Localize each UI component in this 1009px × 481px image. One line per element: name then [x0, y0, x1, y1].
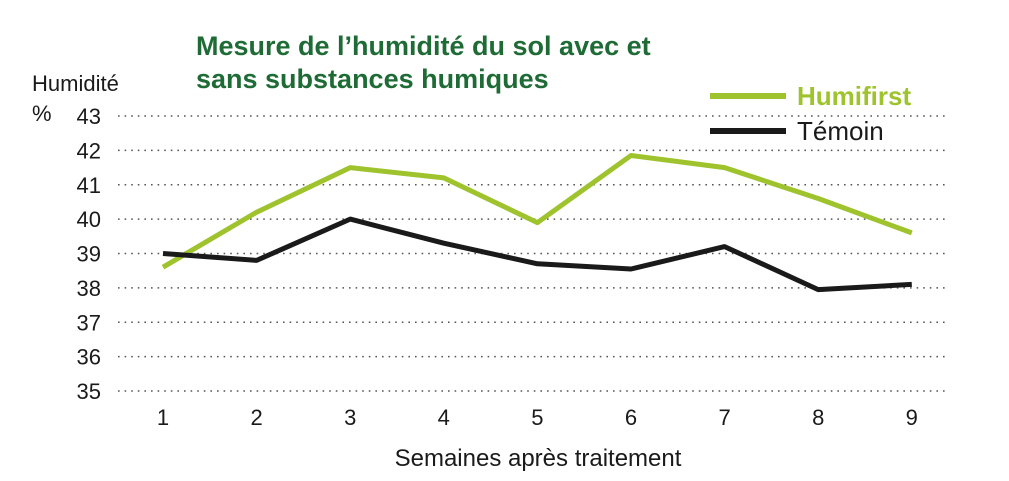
x-tick-label-3: 3: [344, 405, 356, 430]
x-tick-label-1: 1: [157, 405, 169, 430]
legend-label-1: Humifirst: [797, 81, 911, 111]
x-tick-label-6: 6: [625, 405, 637, 430]
x-tick-label-8: 8: [812, 405, 824, 430]
series-line-1: [161, 153, 913, 270]
y-axis-unit: %: [32, 101, 52, 126]
x-tick-label-7: 7: [718, 405, 730, 430]
y-tick-labels: 35 36 37 38 39 40 41 42 43: [77, 104, 101, 404]
y-tick-label-40: 40: [77, 207, 101, 232]
series-lines: [161, 153, 913, 293]
y-tick-label-39: 39: [77, 242, 101, 267]
x-tick-label-4: 4: [438, 405, 450, 430]
x-tick-label-5: 5: [531, 405, 543, 430]
y-tick-label-41: 41: [77, 173, 101, 198]
y-axis-label: Humidité: [32, 71, 119, 96]
chart-title: Mesure de l’humidité du sol avec et sans…: [196, 31, 651, 94]
y-tick-label-36: 36: [77, 345, 101, 370]
y-tick-label-37: 37: [77, 310, 101, 335]
y-tick-label-42: 42: [77, 138, 101, 163]
gridlines: [118, 115, 945, 392]
y-tick-label-43: 43: [77, 104, 101, 129]
y-tick-label-38: 38: [77, 276, 101, 301]
series-line-2: [162, 216, 912, 293]
x-tick-labels: 1 2 3 4 5 6 7 8 9: [157, 405, 918, 430]
x-tick-label-9: 9: [906, 405, 918, 430]
legend-label-2: Témoin: [797, 116, 884, 146]
x-tick-label-2: 2: [250, 405, 262, 430]
x-axis-label: Semaines après traitement: [395, 445, 682, 472]
legend: Humifirst Témoin: [710, 81, 911, 146]
y-tick-label-35: 35: [77, 379, 101, 404]
